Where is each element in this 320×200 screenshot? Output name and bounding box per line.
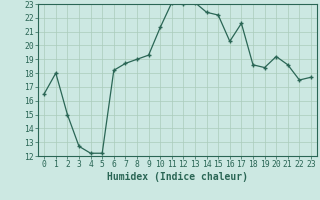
X-axis label: Humidex (Indice chaleur): Humidex (Indice chaleur): [107, 172, 248, 182]
